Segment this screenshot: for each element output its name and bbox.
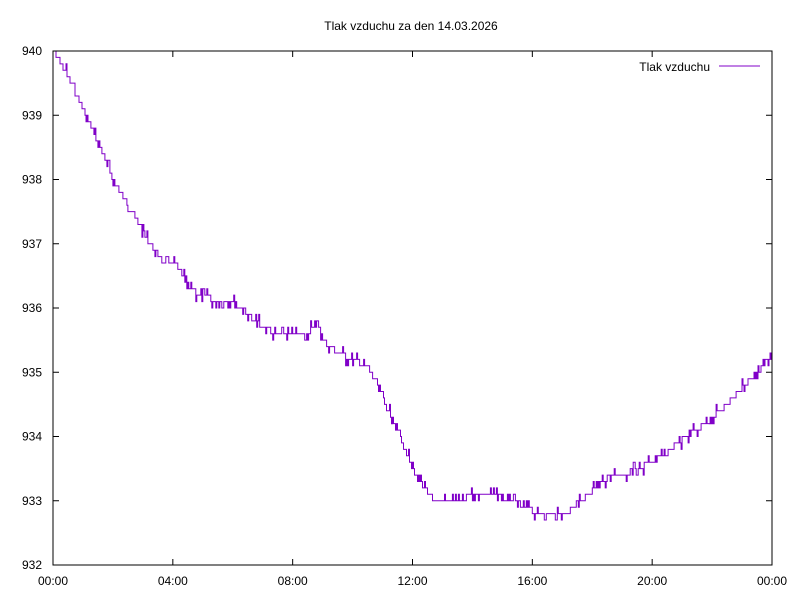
y-tick-label: 937 — [22, 237, 42, 251]
x-tick-label: 00:00 — [38, 574, 68, 588]
x-tick-label: 16:00 — [517, 574, 547, 588]
y-tick-label: 939 — [22, 108, 42, 122]
x-tick-label: 08:00 — [278, 574, 308, 588]
legend-label: Tlak vzduchu — [639, 60, 710, 74]
legend: Tlak vzduchu — [639, 60, 760, 74]
y-tick-label: 932 — [22, 558, 42, 572]
series-line-tlak-vzduchu — [53, 50, 773, 521]
y-tick-label: 938 — [22, 173, 42, 187]
x-tick-label: 12:00 — [397, 574, 427, 588]
y-tick-label: 934 — [22, 430, 42, 444]
plot-frame — [52, 50, 773, 566]
x-tick-label: 00:00 — [757, 574, 787, 588]
y-tick-label: 935 — [22, 365, 42, 379]
y-tick-label: 940 — [22, 44, 42, 58]
chart-title: Tlak vzduchu za den 14.03.2026 — [324, 19, 498, 33]
y-axis: 932 933 934 935 936 937 938 939 940 — [22, 44, 772, 572]
x-tick-label: 04:00 — [158, 574, 188, 588]
y-tick-label: 936 — [22, 301, 42, 315]
y-tick-label: 933 — [22, 494, 42, 508]
x-axis: 00:00 04:00 08:00 12:00 16:00 20:00 00:00 — [38, 51, 787, 588]
x-tick-label: 20:00 — [637, 574, 667, 588]
